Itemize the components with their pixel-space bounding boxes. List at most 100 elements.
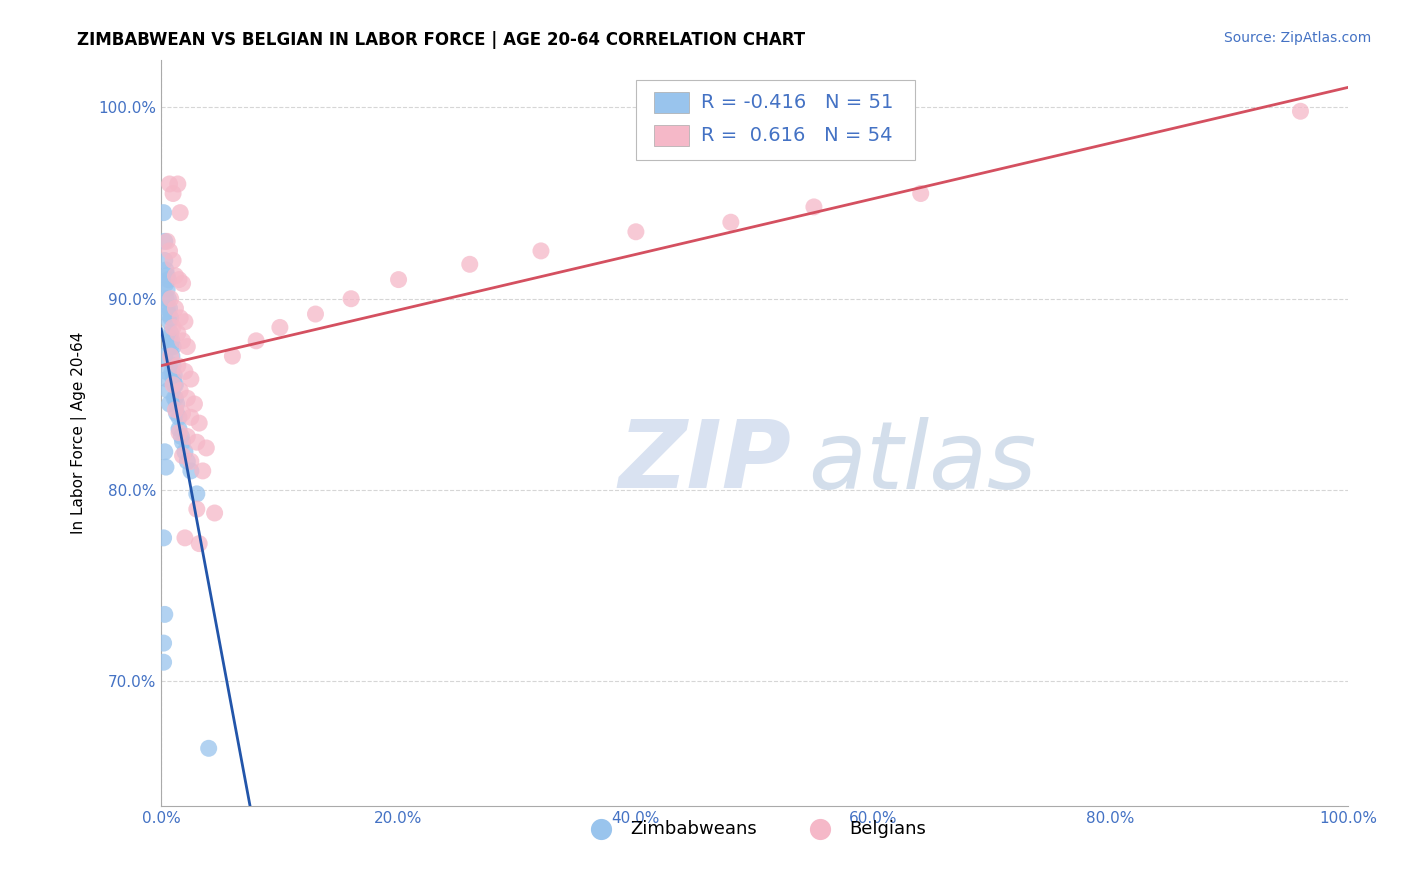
Point	[153, 253, 176, 268]
Point	[153, 607, 176, 622]
Point	[159, 397, 181, 411]
Point	[159, 315, 181, 329]
Point	[204, 506, 226, 520]
Point	[155, 364, 177, 378]
Point	[191, 464, 214, 478]
Point	[167, 425, 190, 440]
Point	[1289, 104, 1312, 119]
Point	[174, 531, 197, 545]
Point	[186, 487, 208, 501]
Text: atlas: atlas	[808, 417, 1036, 508]
Legend: Zimbabweans, Belgians: Zimbabweans, Belgians	[576, 813, 934, 846]
Point	[165, 402, 187, 417]
Point	[172, 435, 194, 450]
Point	[162, 377, 184, 392]
Point	[162, 359, 184, 373]
Point	[162, 340, 184, 354]
Point	[180, 410, 202, 425]
Point	[174, 444, 197, 458]
Point	[176, 340, 198, 354]
Text: ZIMBABWEAN VS BELGIAN IN LABOR FORCE | AGE 20-64 CORRELATION CHART: ZIMBABWEAN VS BELGIAN IN LABOR FORCE | A…	[77, 31, 806, 49]
Point	[156, 268, 179, 283]
Point	[155, 460, 177, 475]
Point	[156, 301, 179, 316]
Point	[162, 186, 184, 201]
Point	[183, 397, 205, 411]
Point	[803, 200, 825, 214]
Point	[172, 334, 194, 348]
Point	[197, 741, 219, 756]
Point	[152, 655, 174, 669]
Point	[155, 277, 177, 291]
Point	[162, 320, 184, 334]
Point	[269, 320, 291, 334]
Bar	[654, 125, 689, 146]
Point	[167, 422, 190, 436]
Point	[159, 326, 181, 341]
Point	[162, 253, 184, 268]
Point	[169, 310, 191, 325]
Point	[186, 435, 208, 450]
Point	[387, 272, 409, 286]
Point	[156, 235, 179, 249]
Point	[167, 272, 190, 286]
Point	[195, 441, 218, 455]
Point	[340, 292, 363, 306]
Point	[530, 244, 553, 258]
Point	[176, 454, 198, 468]
Point	[157, 307, 180, 321]
Point	[159, 301, 181, 316]
Point	[159, 340, 181, 354]
Point	[152, 636, 174, 650]
Point	[156, 372, 179, 386]
Bar	[654, 93, 689, 113]
Point	[159, 244, 181, 258]
Point	[624, 225, 647, 239]
Point	[188, 536, 211, 550]
Point	[155, 292, 177, 306]
Point	[166, 326, 188, 341]
Text: Source: ZipAtlas.com: Source: ZipAtlas.com	[1223, 31, 1371, 45]
Point	[159, 310, 181, 325]
Point	[172, 449, 194, 463]
Point	[180, 372, 202, 386]
Point	[167, 410, 190, 425]
Point	[160, 349, 183, 363]
Point	[162, 372, 184, 386]
Point	[152, 531, 174, 545]
Point	[155, 263, 177, 277]
Point	[163, 368, 186, 383]
Point	[157, 272, 180, 286]
Y-axis label: In Labor Force | Age 20-64: In Labor Force | Age 20-64	[72, 332, 87, 533]
Point	[152, 205, 174, 219]
Text: ZIP: ZIP	[619, 417, 792, 508]
Point	[159, 349, 181, 363]
Point	[245, 334, 267, 348]
Point	[186, 502, 208, 516]
Point	[910, 186, 932, 201]
Point	[166, 177, 188, 191]
Point	[165, 377, 187, 392]
Point	[166, 407, 188, 421]
Point	[159, 330, 181, 344]
Point	[458, 257, 481, 271]
Point	[157, 292, 180, 306]
Point	[159, 177, 181, 191]
Point	[720, 215, 742, 229]
Point	[170, 429, 193, 443]
Point	[166, 397, 188, 411]
Point	[176, 391, 198, 405]
Point	[157, 384, 180, 398]
Point	[160, 334, 183, 348]
Point	[163, 391, 186, 405]
Point	[160, 364, 183, 378]
Point	[188, 416, 211, 430]
Point	[153, 235, 176, 249]
FancyBboxPatch shape	[636, 79, 915, 161]
Point	[165, 391, 187, 405]
Point	[174, 364, 197, 378]
Point	[153, 349, 176, 363]
Point	[153, 444, 176, 458]
Point	[165, 268, 187, 283]
Point	[163, 377, 186, 392]
